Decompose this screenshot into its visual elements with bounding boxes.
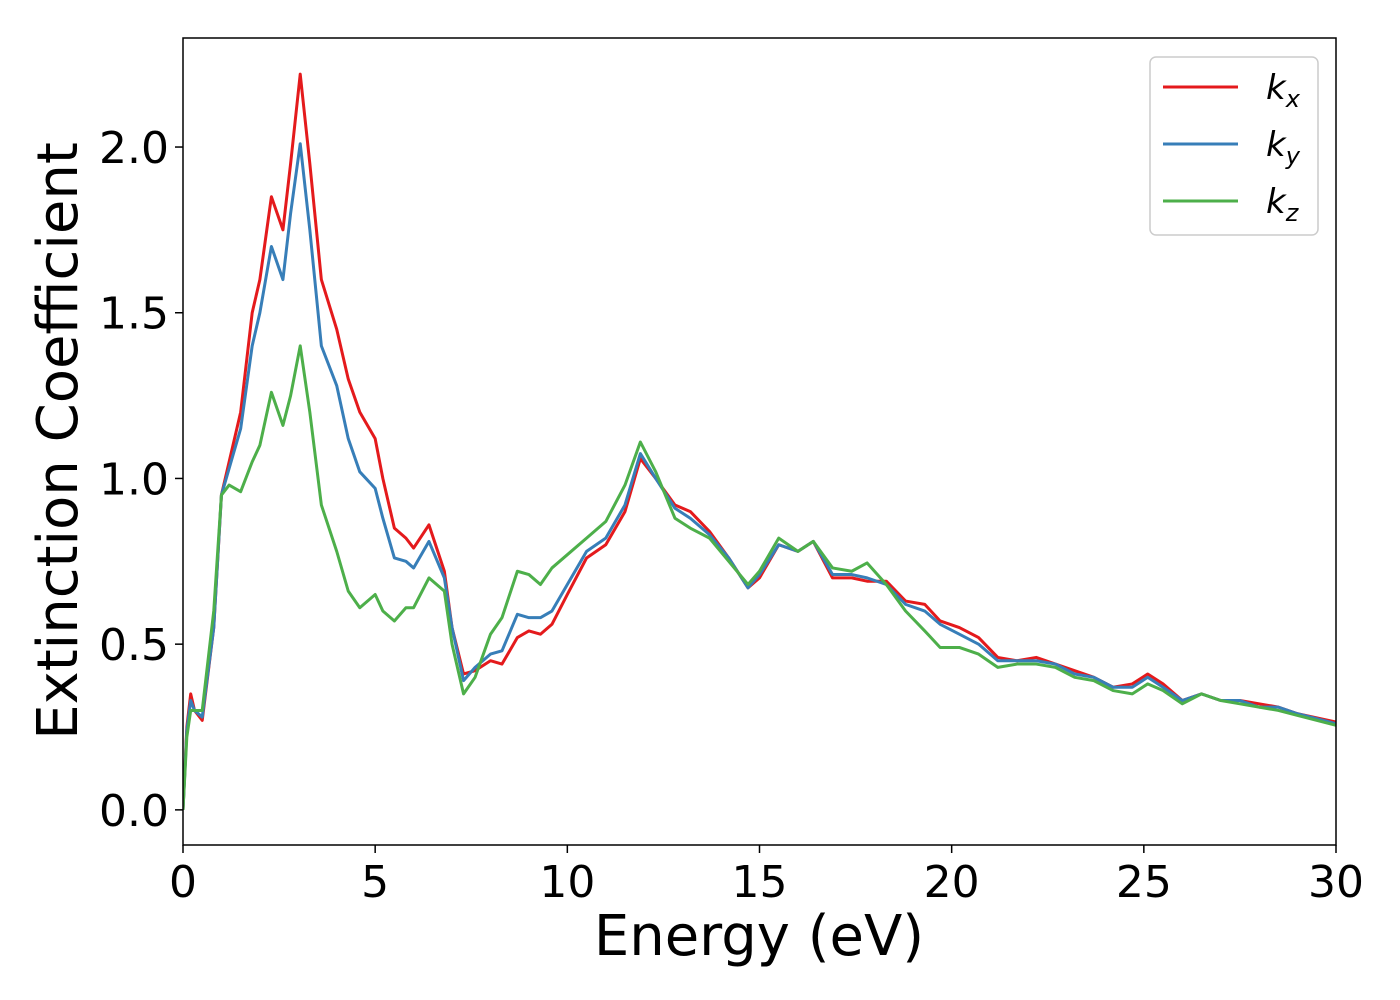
- plot-frame: [182, 37, 1337, 846]
- x-tick-label: 25: [1116, 857, 1172, 908]
- legend-label: kx: [1266, 68, 1301, 113]
- series-line: [183, 142, 1336, 810]
- x-tick-label: 5: [361, 857, 389, 908]
- y-tick-label: 2.0: [99, 123, 169, 174]
- x-tick-label: 10: [539, 857, 595, 908]
- series-line: [183, 72, 1336, 810]
- x-tick-label: 30: [1308, 857, 1364, 908]
- y-tick-label: 0.5: [99, 620, 169, 671]
- x-tick-label: 0: [169, 857, 197, 908]
- legend-box: [1149, 56, 1319, 236]
- legend-label: ky: [1266, 125, 1301, 170]
- x-tick-label: 20: [924, 857, 980, 908]
- y-tick-label: 1.5: [99, 289, 169, 340]
- y-tick-label: 0.0: [99, 786, 169, 837]
- y-axis-label: Extinction Coefficient: [26, 142, 91, 740]
- series-line: [183, 344, 1336, 810]
- x-tick-label: 15: [732, 857, 788, 908]
- x-axis-label: Energy (eV): [594, 904, 924, 969]
- legend-label: kz: [1266, 182, 1300, 227]
- y-tick-label: 1.0: [99, 454, 169, 505]
